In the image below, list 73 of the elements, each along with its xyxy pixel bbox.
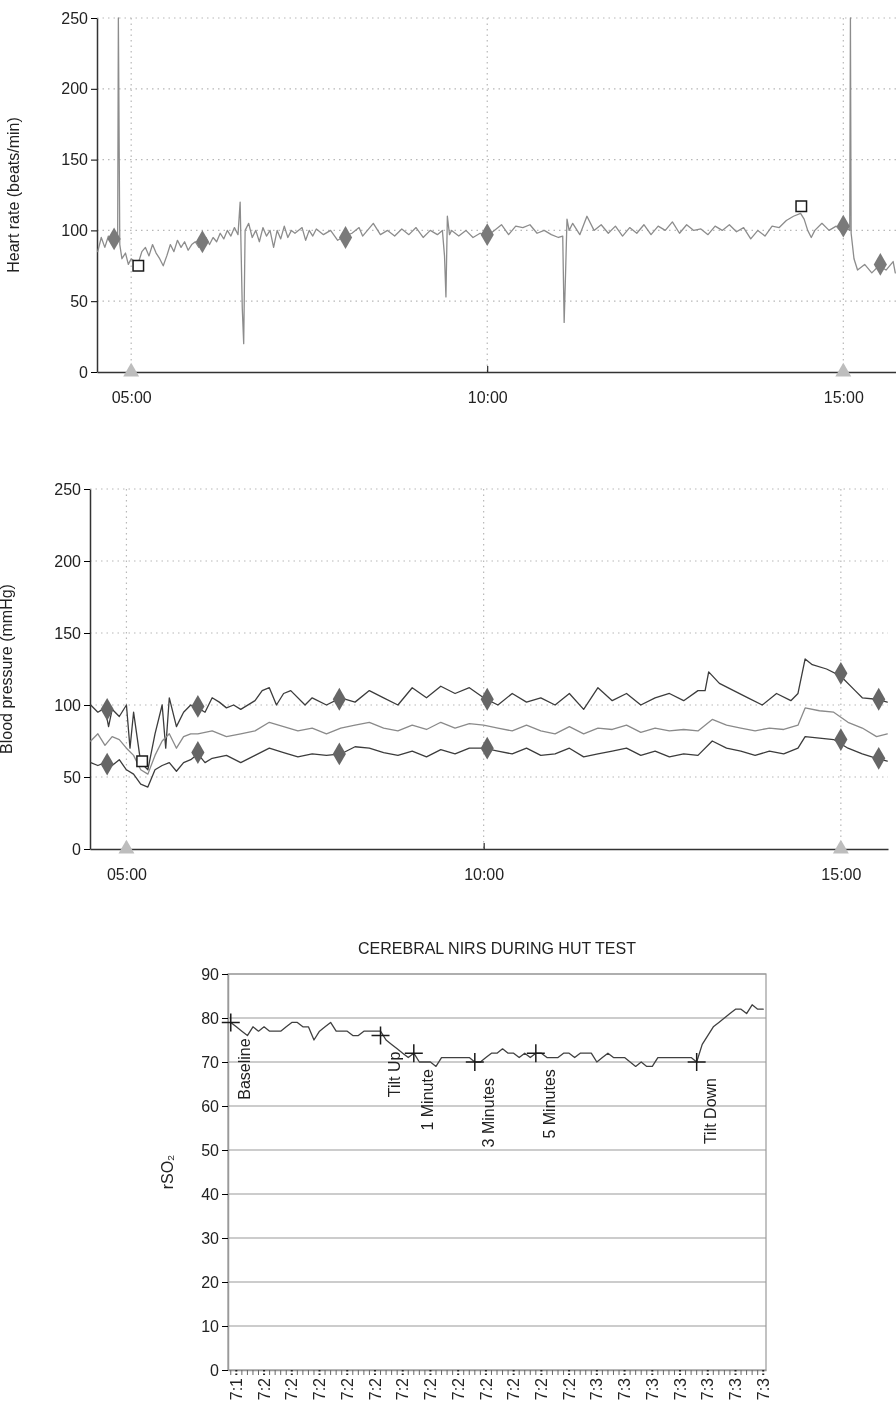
y-tick-label: 200 — [61, 80, 89, 98]
y-tick-label: 30 — [201, 1229, 220, 1247]
text: Baseline — [236, 1038, 254, 1100]
text: 5 Minutes — [541, 1069, 559, 1139]
y-tick-label: 90 — [201, 965, 220, 983]
point — [832, 839, 849, 854]
y-tick-label: 200 — [54, 552, 82, 570]
x-tick-label: 7:2 — [449, 1377, 467, 1401]
y-tick-label: 0 — [79, 363, 89, 381]
y-tick-label: 50 — [201, 1141, 220, 1159]
y-tick-label: 50 — [70, 292, 89, 310]
point — [123, 362, 140, 377]
x-tick-label: 7:3 — [754, 1377, 772, 1401]
point — [132, 259, 145, 272]
x-tick-label: 7:2 — [338, 1377, 356, 1401]
y-axis-title: Heart rate (beats/min) — [5, 117, 22, 273]
x-tick-label: 7:3 — [671, 1377, 689, 1401]
x-tick-label: 05:00 — [111, 389, 152, 407]
x-tick-label: 7:2 — [532, 1377, 550, 1401]
x-tick-label: 7:3 — [699, 1377, 717, 1401]
y-tick-label: 50 — [63, 768, 82, 786]
y-tick-label: 40 — [201, 1185, 220, 1203]
x-tick-label: 7:2 — [394, 1377, 412, 1401]
y-tick-label: 0 — [210, 1361, 220, 1379]
x-tick-label: 7:2 — [422, 1377, 440, 1401]
point — [370, 1025, 391, 1046]
x-tick-label: 05:00 — [106, 866, 148, 884]
y-tick-label: 250 — [54, 480, 82, 498]
point — [136, 755, 149, 768]
y-tick-label: 0 — [72, 840, 82, 858]
text: 3 Minutes — [480, 1078, 498, 1148]
point — [795, 200, 808, 213]
x-tick-label: 7:2 — [505, 1377, 523, 1401]
point — [465, 1052, 485, 1072]
point — [526, 1043, 546, 1063]
x-tick-label: 15:00 — [821, 866, 862, 884]
y-tick-label: 250 — [61, 9, 89, 27]
text: 1 Minute — [419, 1069, 437, 1131]
point — [118, 839, 135, 854]
x-tick-label: 10:00 — [467, 389, 508, 407]
text: Tilt Up — [386, 1051, 404, 1098]
x-tick-label: 7:2 — [255, 1377, 273, 1401]
y-tick-label: 100 — [54, 696, 82, 714]
x-tick-label: 7:1 — [227, 1377, 245, 1401]
y-tick-label: 20 — [201, 1273, 220, 1291]
chart-title: CEREBRAL NIRS DURING HUT TEST — [358, 940, 637, 957]
point — [404, 1043, 424, 1063]
y-tick-label: 70 — [201, 1053, 220, 1071]
y-tick-label: 100 — [61, 222, 89, 240]
x-tick-label: 7:3 — [616, 1377, 634, 1401]
x-tick-label: 7:2 — [560, 1377, 578, 1401]
x-tick-label: 15:00 — [823, 389, 864, 407]
x-tick-label: 7:2 — [283, 1377, 301, 1401]
y-axis-title: Blood pressure (mmHg) — [0, 584, 15, 754]
point — [221, 1012, 241, 1033]
x-tick-label: 7:2 — [311, 1377, 329, 1401]
line-series — [97, 17, 896, 345]
y-axis-title: rSO₂ — [159, 1154, 176, 1190]
y-tick-label: 150 — [61, 151, 89, 169]
x-tick-label: 7:3 — [643, 1377, 661, 1401]
y-tick-label: 60 — [201, 1097, 220, 1115]
line-series — [90, 707, 888, 775]
point — [835, 362, 852, 377]
y-tick-label: 150 — [54, 624, 82, 642]
x-tick-label: 7:3 — [727, 1377, 745, 1401]
point — [686, 1052, 707, 1072]
x-tick-label: 7:2 — [366, 1377, 384, 1401]
x-tick-label: 7:3 — [588, 1377, 606, 1401]
x-tick-label: 7:2 — [477, 1377, 495, 1401]
x-tick-label: 10:00 — [464, 866, 505, 884]
text: Tilt Down — [702, 1078, 720, 1145]
y-tick-label: 80 — [201, 1009, 220, 1027]
y-tick-label: 10 — [201, 1317, 220, 1335]
